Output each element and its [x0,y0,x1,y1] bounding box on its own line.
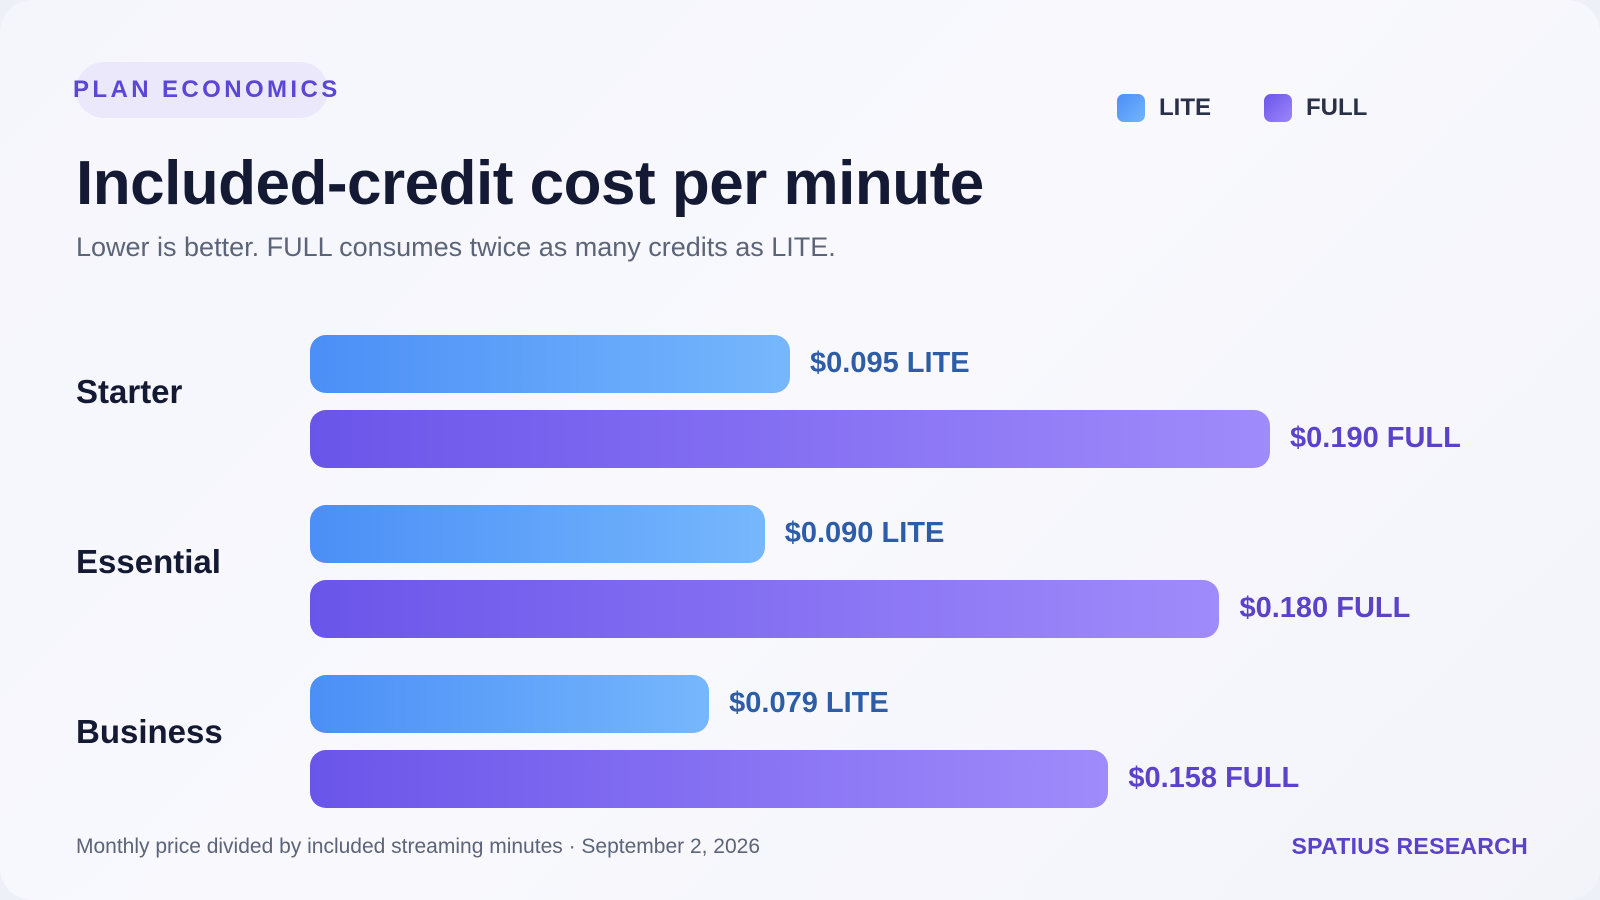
legend-item-lite: LITE [1117,92,1211,124]
legend-swatch-full [1264,94,1292,122]
brand-label: SPATIUS RESEARCH [1291,833,1528,859]
value-label-starter-lite: $0.095 LITE [810,347,970,379]
chart-subtitle: Lower is better. FULL consumes twice as … [76,232,836,262]
value-label-essential-full: $0.180 FULL [1239,592,1411,624]
bar-starter-lite [310,335,790,393]
eyebrow-pill [76,62,328,118]
value-label-essential-lite: $0.090 LITE [784,517,945,549]
category-label-starter: Starter [76,373,183,410]
bar-business-lite [310,675,710,733]
bar-business-full [310,750,1109,808]
eyebrow-label: PLAN ECONOMICS [73,76,341,103]
bar-essential-lite [310,505,765,563]
bar-starter-full [310,410,1270,468]
category-label-business: Business [76,713,223,750]
legend-label-full: FULL [1306,94,1368,121]
value-label-business-full: $0.158 FULL [1128,762,1300,794]
category-label-essential: Essential [76,543,221,580]
legend-label-lite: LITE [1159,94,1211,121]
chart-title: Included-credit cost per minute [76,149,984,218]
value-label-starter-full: $0.190 FULL [1290,422,1461,454]
value-label-business-lite: $0.079 LITE [729,687,889,719]
legend-item-full: FULL [1264,92,1367,124]
footer-note: Monthly price divided by included stream… [76,835,761,858]
bar-essential-full [310,580,1220,638]
legend-swatch-lite [1117,94,1145,122]
